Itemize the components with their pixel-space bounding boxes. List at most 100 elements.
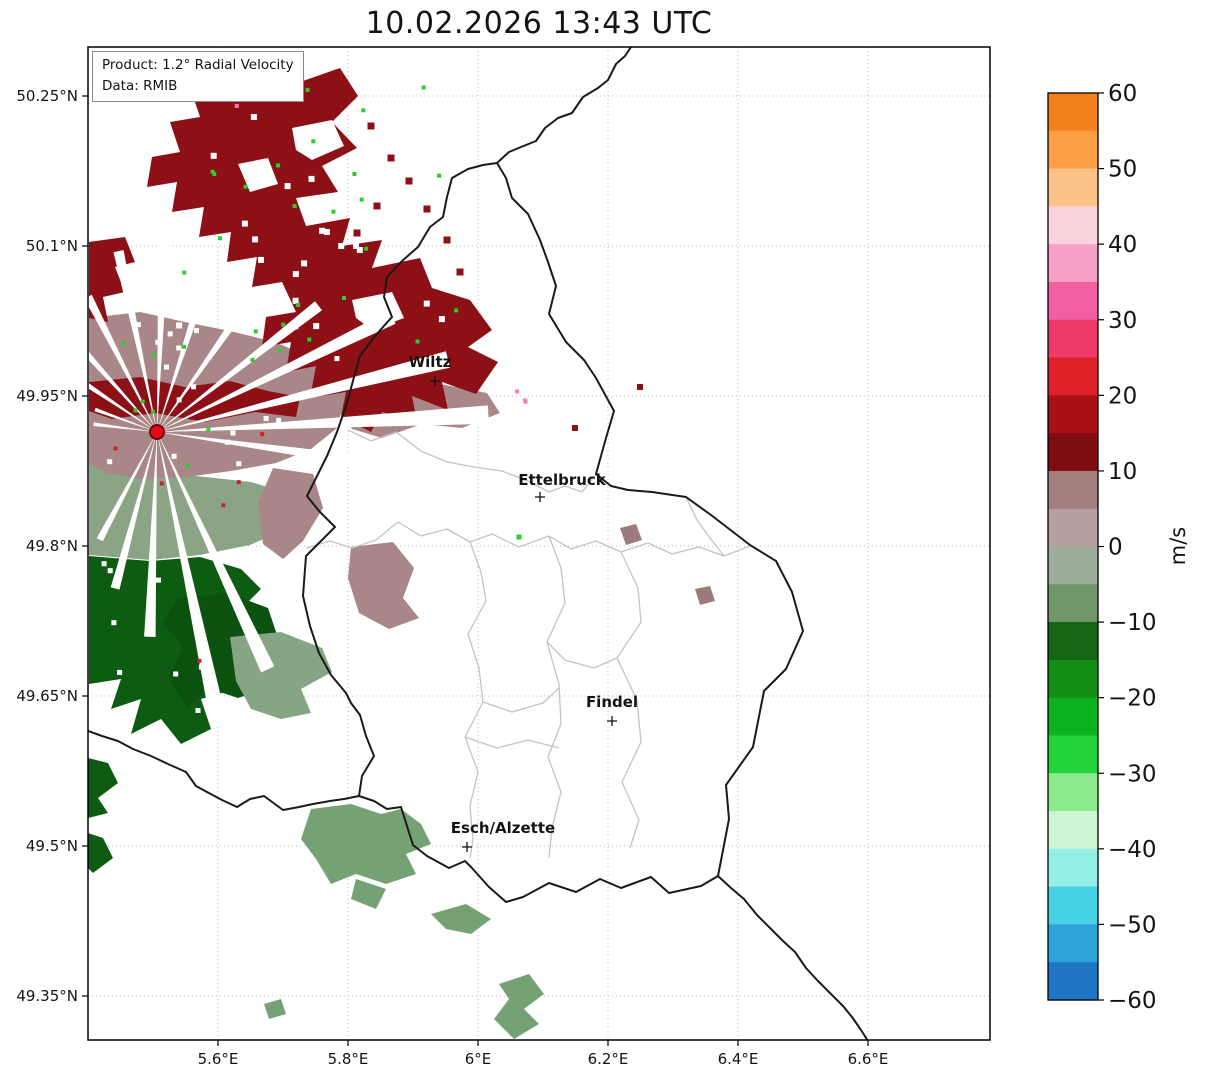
- district-border: [685, 496, 725, 557]
- echo-speckle: [182, 344, 186, 349]
- district-border: [305, 521, 751, 557]
- echo-speckle: [171, 453, 177, 459]
- district-borders-group: [305, 429, 751, 859]
- colorbar-group: 60 50 40 30 20 10 0 −10 −20 −30 −40 −50 −60: [1047, 81, 1157, 1014]
- colorbar-band: [1048, 773, 1098, 812]
- echo-speckle: [191, 384, 197, 390]
- echo-mauve-dot1: [620, 524, 642, 545]
- echo-speckle: [197, 658, 202, 663]
- echo-speckle: [401, 363, 408, 370]
- echo-speckle: [437, 173, 442, 178]
- city-label: Wiltz: [409, 353, 452, 371]
- echo-darkred-main: [147, 55, 498, 432]
- colorbar-band: [1048, 546, 1098, 585]
- neighbor-country-border: [717, 875, 869, 1040]
- echo-speckle: [292, 271, 299, 278]
- echo-speckle: [276, 163, 280, 168]
- echo-mauve-dot2: [695, 586, 715, 605]
- y-axis-tick-label: 50.1°N: [26, 237, 78, 255]
- district-border: [464, 736, 560, 749]
- echo-speckle: [292, 204, 297, 209]
- echo-speckle: [319, 227, 326, 234]
- y-axis-tick-label: 49.65°N: [16, 687, 78, 705]
- echo-speckle: [258, 256, 264, 263]
- echo-speckle: [243, 184, 248, 189]
- echo-speckle: [167, 331, 173, 337]
- radar-beam-gap: [157, 432, 275, 673]
- colorbar-band: [1048, 924, 1098, 963]
- echo-speckle: [151, 352, 156, 357]
- x-axis-tick-label: 6°E: [465, 1050, 492, 1068]
- colorbar-tick-label: 0: [1108, 535, 1123, 561]
- colorbar-tick-label: 60: [1108, 81, 1137, 107]
- neighbor-country-border: [88, 730, 360, 811]
- district-border: [546, 641, 618, 669]
- radar-beam-gap: [94, 407, 157, 432]
- echo-speckle: [182, 270, 187, 275]
- colorbar-band: [1048, 962, 1098, 1001]
- district-border: [347, 429, 597, 493]
- colorbar-tick-label: −60: [1108, 988, 1157, 1014]
- radar-beam-gap: [157, 351, 450, 432]
- x-axis-tick-label: 6.4°E: [718, 1050, 759, 1068]
- echo-speckle: [195, 622, 201, 628]
- echo-speckle: [399, 96, 406, 103]
- y-axis-tick-label: 50.25°N: [16, 87, 78, 105]
- echo-speckle: [454, 308, 459, 313]
- echo-cell: [373, 202, 381, 210]
- radar-beam-gap: [93, 422, 157, 432]
- echo-speckle: [234, 103, 239, 108]
- echo-speckle: [166, 290, 173, 296]
- echo-speckle: [250, 357, 255, 362]
- city-marker: [462, 842, 472, 852]
- echo-speckle: [522, 398, 527, 403]
- colorbar-tick-label: 30: [1108, 308, 1137, 334]
- product-info-line2: Data: RMIB: [102, 77, 178, 94]
- echo-speckle: [260, 432, 265, 437]
- luxembourg-border: [302, 162, 804, 903]
- radar-beam-gap: [157, 405, 489, 432]
- echo-speckle: [369, 83, 375, 90]
- city-marker: [535, 492, 545, 502]
- city-labels-group: Wiltz Ettelbruck Findel Esch/Alzette: [149, 353, 638, 852]
- echo-speckle: [241, 220, 248, 227]
- radar-beam-gap: [157, 310, 396, 432]
- gridlines-group: 5.6°E 5.8°E 6°E 6.2°E 6.4°E 6.6°E 50.25°N 50.1°…: [16, 47, 990, 1068]
- echo-speckle: [323, 229, 330, 235]
- echo-speckle: [101, 561, 107, 567]
- product-info-line1: Product: 1.2° Radial Velocity: [102, 57, 294, 73]
- echo-speckle: [356, 205, 363, 212]
- echo-cell: [348, 92, 356, 100]
- echo-speckle: [305, 87, 310, 92]
- echo-speckle: [423, 300, 430, 307]
- echo-speckle: [155, 339, 161, 345]
- radar-beam-gap: [157, 301, 322, 432]
- echo-speckle: [359, 197, 364, 202]
- echo-speckle: [250, 114, 257, 120]
- echo-speckle: [133, 408, 138, 413]
- radar-beam-gap: [157, 432, 378, 469]
- echo-speckle: [438, 316, 445, 323]
- echo-sage-south2: [494, 974, 544, 1039]
- echo-speckle: [252, 236, 259, 243]
- radar-beam-gap: [157, 288, 260, 432]
- city-label: Esch/Alzette: [451, 819, 555, 837]
- echo-speckle: [198, 664, 204, 670]
- colorbar-band: [1048, 93, 1098, 132]
- echo-speckle: [186, 463, 191, 468]
- echo-speckle: [212, 172, 217, 177]
- district-border: [616, 551, 642, 849]
- echo-speckle: [210, 169, 215, 174]
- colorbar-band: [1048, 697, 1098, 737]
- echo-speckle: [164, 364, 169, 370]
- echo-speckle: [218, 236, 223, 241]
- echo-speckle: [210, 152, 217, 159]
- echo-speckle: [313, 323, 320, 330]
- echo-sage-dot: [264, 999, 286, 1019]
- colorbar-tick-label: −20: [1108, 686, 1157, 712]
- colorbar-band: [1048, 244, 1098, 283]
- district-border: [482, 687, 560, 713]
- echo-speckle: [224, 439, 230, 445]
- echo-speckle: [484, 198, 491, 205]
